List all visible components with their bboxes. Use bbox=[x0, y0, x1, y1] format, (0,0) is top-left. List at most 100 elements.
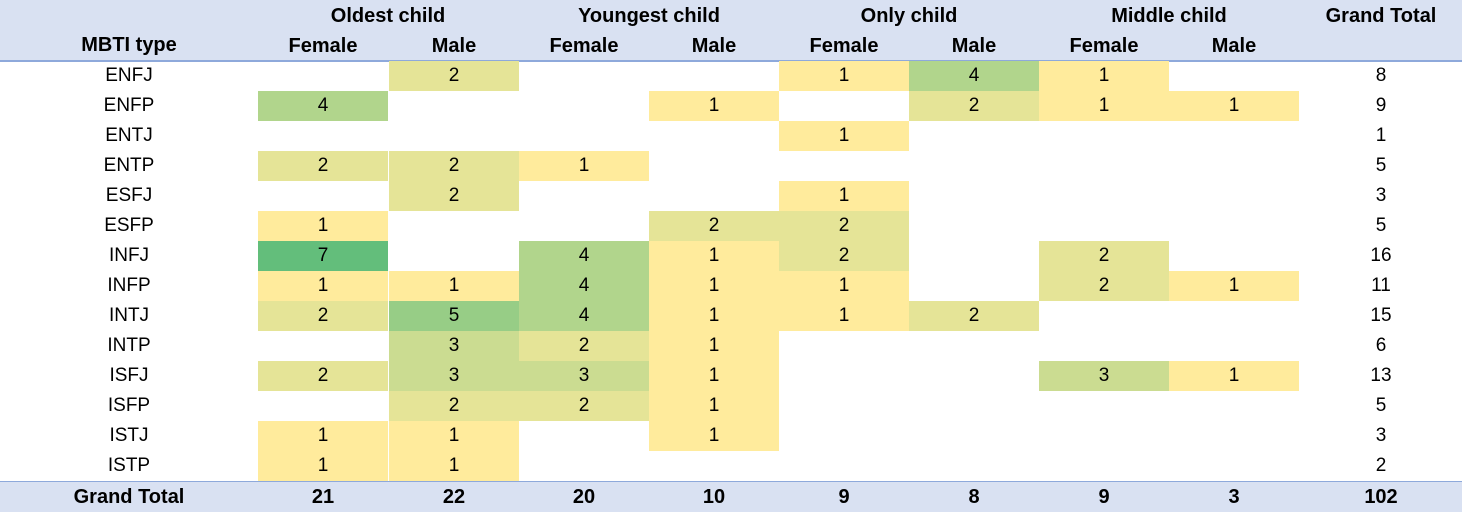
row-label-infj: INFJ bbox=[108, 245, 150, 266]
value-cell: 7 bbox=[258, 241, 388, 271]
value-cell: 1 bbox=[649, 421, 779, 451]
subgroup-header-male: Male bbox=[431, 35, 477, 57]
value-cell: 1 bbox=[258, 271, 388, 301]
group-header-youngest-child: Youngest child bbox=[578, 5, 720, 27]
subgroup-header-male: Male bbox=[691, 35, 737, 57]
subgroup-header-female: Female bbox=[549, 35, 619, 57]
grand-total-value: 102 bbox=[1364, 486, 1398, 508]
column-total: 21 bbox=[311, 486, 335, 508]
grand-total-column-header: Grand Total bbox=[1325, 5, 1437, 27]
row-total: 9 bbox=[1375, 95, 1387, 116]
value-cell: 1 bbox=[779, 301, 909, 331]
value-cell: 1 bbox=[389, 421, 519, 451]
value-cell: 2 bbox=[519, 391, 649, 421]
subgroup-header-female: Female bbox=[809, 35, 879, 57]
row-label-esfj: ESFJ bbox=[105, 185, 153, 206]
value-cell: 4 bbox=[909, 61, 1039, 91]
value-cell: 4 bbox=[258, 91, 388, 121]
value-cell: 1 bbox=[779, 61, 909, 91]
value-cell: 1 bbox=[649, 391, 779, 421]
column-total: 20 bbox=[572, 486, 596, 508]
value-cell: 1 bbox=[649, 331, 779, 361]
value-cell: 4 bbox=[519, 271, 649, 301]
column-total: 9 bbox=[1098, 486, 1110, 508]
group-header-only-child: Only child bbox=[860, 5, 958, 27]
value-cell: 2 bbox=[909, 91, 1039, 121]
group-header-middle-child: Middle child bbox=[1111, 5, 1227, 27]
row-total: 6 bbox=[1375, 335, 1387, 356]
value-cell: 1 bbox=[1169, 271, 1299, 301]
row-total: 8 bbox=[1375, 65, 1387, 86]
value-cell: 2 bbox=[389, 61, 519, 91]
row-label-intj: INTJ bbox=[108, 305, 150, 326]
value-cell: 1 bbox=[258, 451, 388, 481]
value-cell: 1 bbox=[779, 181, 909, 211]
column-total: 22 bbox=[442, 486, 466, 508]
value-cell: 1 bbox=[649, 91, 779, 121]
value-cell: 1 bbox=[649, 361, 779, 391]
value-cell: 2 bbox=[909, 301, 1039, 331]
row-total: 16 bbox=[1370, 245, 1392, 266]
group-header-oldest-child: Oldest child bbox=[330, 5, 446, 27]
value-cell: 3 bbox=[389, 331, 519, 361]
value-cell: 1 bbox=[258, 421, 388, 451]
value-cell: 2 bbox=[779, 211, 909, 241]
row-label-esfp: ESFP bbox=[104, 215, 154, 236]
row-label-entj: ENTJ bbox=[105, 125, 153, 146]
value-cell: 3 bbox=[519, 361, 649, 391]
row-total: 3 bbox=[1375, 425, 1387, 446]
row-total: 5 bbox=[1375, 395, 1387, 416]
value-cell: 1 bbox=[649, 271, 779, 301]
value-cell: 4 bbox=[519, 241, 649, 271]
value-cell: 2 bbox=[389, 151, 519, 181]
value-cell: 1 bbox=[258, 211, 388, 241]
value-cell: 1 bbox=[779, 121, 909, 151]
row-total: 3 bbox=[1375, 185, 1387, 206]
value-cell: 3 bbox=[1039, 361, 1169, 391]
row-total: 5 bbox=[1375, 155, 1387, 176]
value-cell: 1 bbox=[1039, 91, 1169, 121]
row-total: 1 bbox=[1375, 125, 1387, 146]
row-label-entp: ENTP bbox=[103, 155, 155, 176]
header-band bbox=[0, 0, 1462, 60]
row-total: 11 bbox=[1371, 275, 1391, 296]
column-total: 8 bbox=[968, 486, 980, 508]
value-cell: 2 bbox=[1039, 271, 1169, 301]
row-total: 2 bbox=[1375, 455, 1387, 476]
value-cell: 2 bbox=[389, 391, 519, 421]
footer-band bbox=[0, 482, 1462, 512]
value-cell: 2 bbox=[258, 151, 388, 181]
row-label-enfj: ENFJ bbox=[105, 65, 153, 86]
column-total: 3 bbox=[1228, 486, 1240, 508]
row-label-isfp: ISFP bbox=[107, 395, 151, 416]
row-header-label: MBTI type bbox=[81, 34, 177, 56]
row-label-istp: ISTP bbox=[107, 455, 151, 476]
row-label-intp: INTP bbox=[107, 335, 151, 356]
value-cell: 2 bbox=[1039, 241, 1169, 271]
column-total: 10 bbox=[702, 486, 726, 508]
subgroup-header-female: Female bbox=[1069, 35, 1139, 57]
subgroup-header-male: Male bbox=[951, 35, 997, 57]
row-total: 15 bbox=[1370, 305, 1392, 326]
value-cell: 2 bbox=[389, 181, 519, 211]
row-total: 13 bbox=[1370, 365, 1392, 386]
value-cell: 1 bbox=[389, 271, 519, 301]
grand-total-row-label: Grand Total bbox=[73, 486, 185, 508]
value-cell: 1 bbox=[779, 271, 909, 301]
value-cell: 2 bbox=[258, 361, 388, 391]
value-cell: 1 bbox=[649, 301, 779, 331]
value-cell: 2 bbox=[649, 211, 779, 241]
value-cell: 2 bbox=[519, 331, 649, 361]
value-cell: 3 bbox=[389, 361, 519, 391]
value-cell: 1 bbox=[519, 151, 649, 181]
row-label-enfp: ENFP bbox=[103, 95, 155, 116]
value-cell: 2 bbox=[779, 241, 909, 271]
header-divider bbox=[0, 60, 1462, 62]
value-cell: 1 bbox=[389, 451, 519, 481]
value-cell: 4 bbox=[519, 301, 649, 331]
row-label-istj: ISTJ bbox=[109, 425, 149, 446]
value-cell: 1 bbox=[1169, 91, 1299, 121]
value-cell: 1 bbox=[649, 241, 779, 271]
value-cell: 2 bbox=[258, 301, 388, 331]
value-cell: 1 bbox=[1169, 361, 1299, 391]
